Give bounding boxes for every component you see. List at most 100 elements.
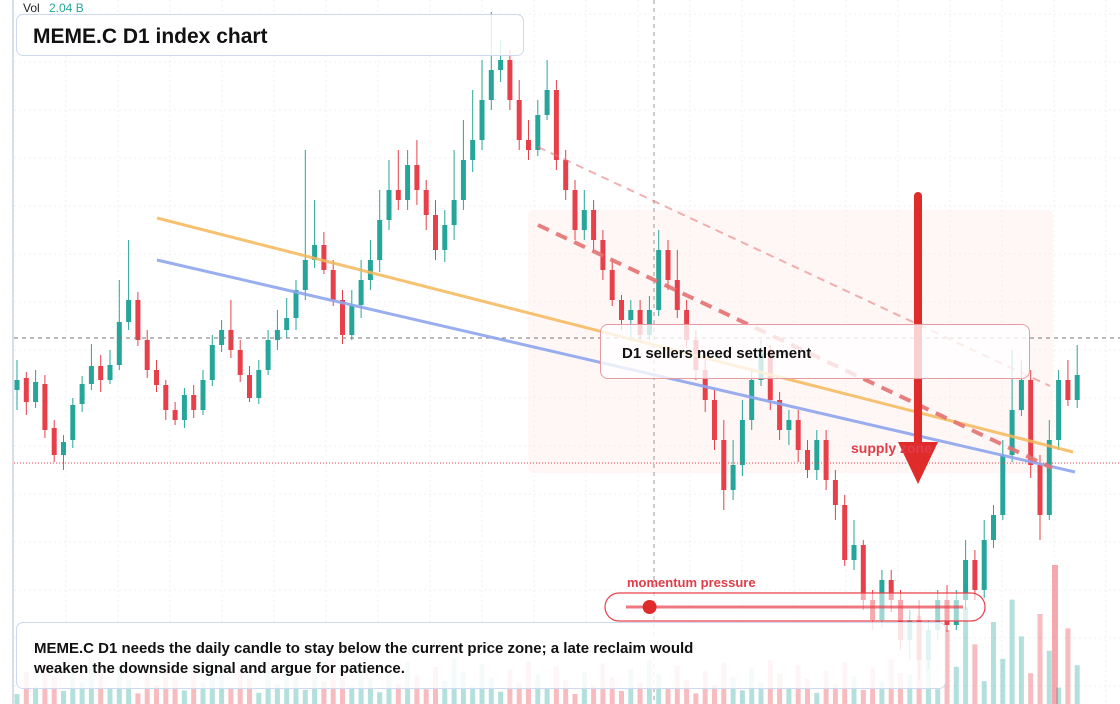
volume-bar <box>321 681 327 704</box>
candles <box>14 12 1080 680</box>
volume-bar <box>814 692 820 704</box>
volume-bar <box>154 685 159 704</box>
candle-body <box>1046 440 1052 515</box>
volume-bar <box>953 666 959 704</box>
candle-body <box>154 370 159 385</box>
candle-body <box>247 375 252 398</box>
candle-body <box>79 384 85 404</box>
candle-body <box>116 322 122 365</box>
candle-body <box>340 300 345 335</box>
candle-body <box>712 400 717 440</box>
candle-body <box>1028 380 1034 465</box>
candle-body <box>498 60 504 70</box>
candle-body <box>302 260 308 290</box>
candle-body <box>51 428 57 455</box>
candle-body <box>433 215 438 250</box>
volume-bar <box>51 677 57 704</box>
volume-bar <box>367 678 373 704</box>
candle-body <box>544 90 550 115</box>
volume-bar <box>516 683 522 704</box>
candle-body <box>237 350 243 375</box>
candle-body <box>312 245 318 260</box>
analysis-note: MEME.C D1 needs the daily candle to stay… <box>16 622 946 689</box>
candle-body <box>442 225 448 250</box>
candle-body <box>656 250 662 310</box>
candle-body <box>963 560 969 600</box>
volume-bar <box>786 687 792 704</box>
dashed-upper-channel <box>537 146 1051 387</box>
candle-body <box>144 340 150 370</box>
momentum-knob-icon <box>642 600 657 614</box>
candle-body <box>349 305 355 335</box>
volume-bar <box>172 676 178 704</box>
candle-body <box>739 420 745 465</box>
candle-body <box>572 190 578 230</box>
candle-body <box>609 270 615 300</box>
volume-bar <box>805 679 810 704</box>
candle-body <box>516 100 522 140</box>
candle-body <box>293 290 299 318</box>
volume-bar <box>302 689 308 704</box>
candle-body <box>460 160 466 200</box>
candle-body <box>256 370 262 398</box>
candle-body <box>832 480 838 505</box>
chart-title: MEME.C D1 index chart <box>33 25 268 48</box>
candle-body <box>228 330 234 350</box>
volume-bar <box>470 686 476 704</box>
down-arrow-icon <box>898 442 938 484</box>
candle-body <box>14 380 20 390</box>
candle-body <box>200 380 206 410</box>
volume-label: Vol <box>23 1 40 15</box>
candle-body <box>23 378 29 402</box>
candle-body <box>581 210 587 230</box>
candle-body <box>330 270 336 300</box>
volume-bar <box>684 679 690 704</box>
volume-bar <box>572 694 578 704</box>
candle-body <box>1065 380 1071 400</box>
volume-bar <box>14 694 20 704</box>
candle-body <box>42 384 48 430</box>
candle-body <box>423 190 429 215</box>
volume-bar <box>981 681 987 704</box>
candle-body <box>721 440 727 490</box>
volume-bar <box>1065 628 1071 704</box>
volume-bar <box>107 688 113 704</box>
volume-bar <box>1018 636 1024 704</box>
volume-bar <box>488 677 494 704</box>
candle-body <box>470 140 476 160</box>
volume-bar <box>1074 665 1080 704</box>
candle-body <box>284 318 290 330</box>
volume-bar <box>563 680 569 704</box>
candle-body <box>674 280 680 310</box>
candle-body <box>172 410 178 420</box>
volume-bar <box>1046 650 1052 704</box>
volume-bar <box>181 690 187 704</box>
candle-body <box>135 300 141 340</box>
volume-bar <box>423 689 429 704</box>
volume-bar <box>256 692 262 704</box>
candle-body <box>414 165 420 190</box>
callout-text: D1 sellers need settlement <box>622 345 812 362</box>
volume-bar <box>944 630 950 704</box>
candle-body <box>70 405 76 440</box>
candle-body <box>888 580 894 600</box>
volume-bar <box>200 682 206 704</box>
candle-body <box>842 505 848 560</box>
candle-body <box>209 345 215 380</box>
candle-body <box>749 380 755 420</box>
candle-body <box>395 190 401 200</box>
candle-body <box>1009 410 1015 455</box>
candle-body <box>814 440 820 470</box>
volume-bar <box>126 679 132 704</box>
volume-bar <box>963 607 969 704</box>
candle-body <box>451 200 457 225</box>
candle-body <box>1037 465 1043 515</box>
candle-body <box>823 440 829 480</box>
candle-body <box>981 540 987 590</box>
candle-body <box>972 560 978 590</box>
volume-bar <box>1028 673 1034 704</box>
volume-bar <box>693 693 699 704</box>
candle-body <box>98 366 104 380</box>
volume-bar <box>730 676 736 704</box>
candle-body <box>730 465 736 490</box>
